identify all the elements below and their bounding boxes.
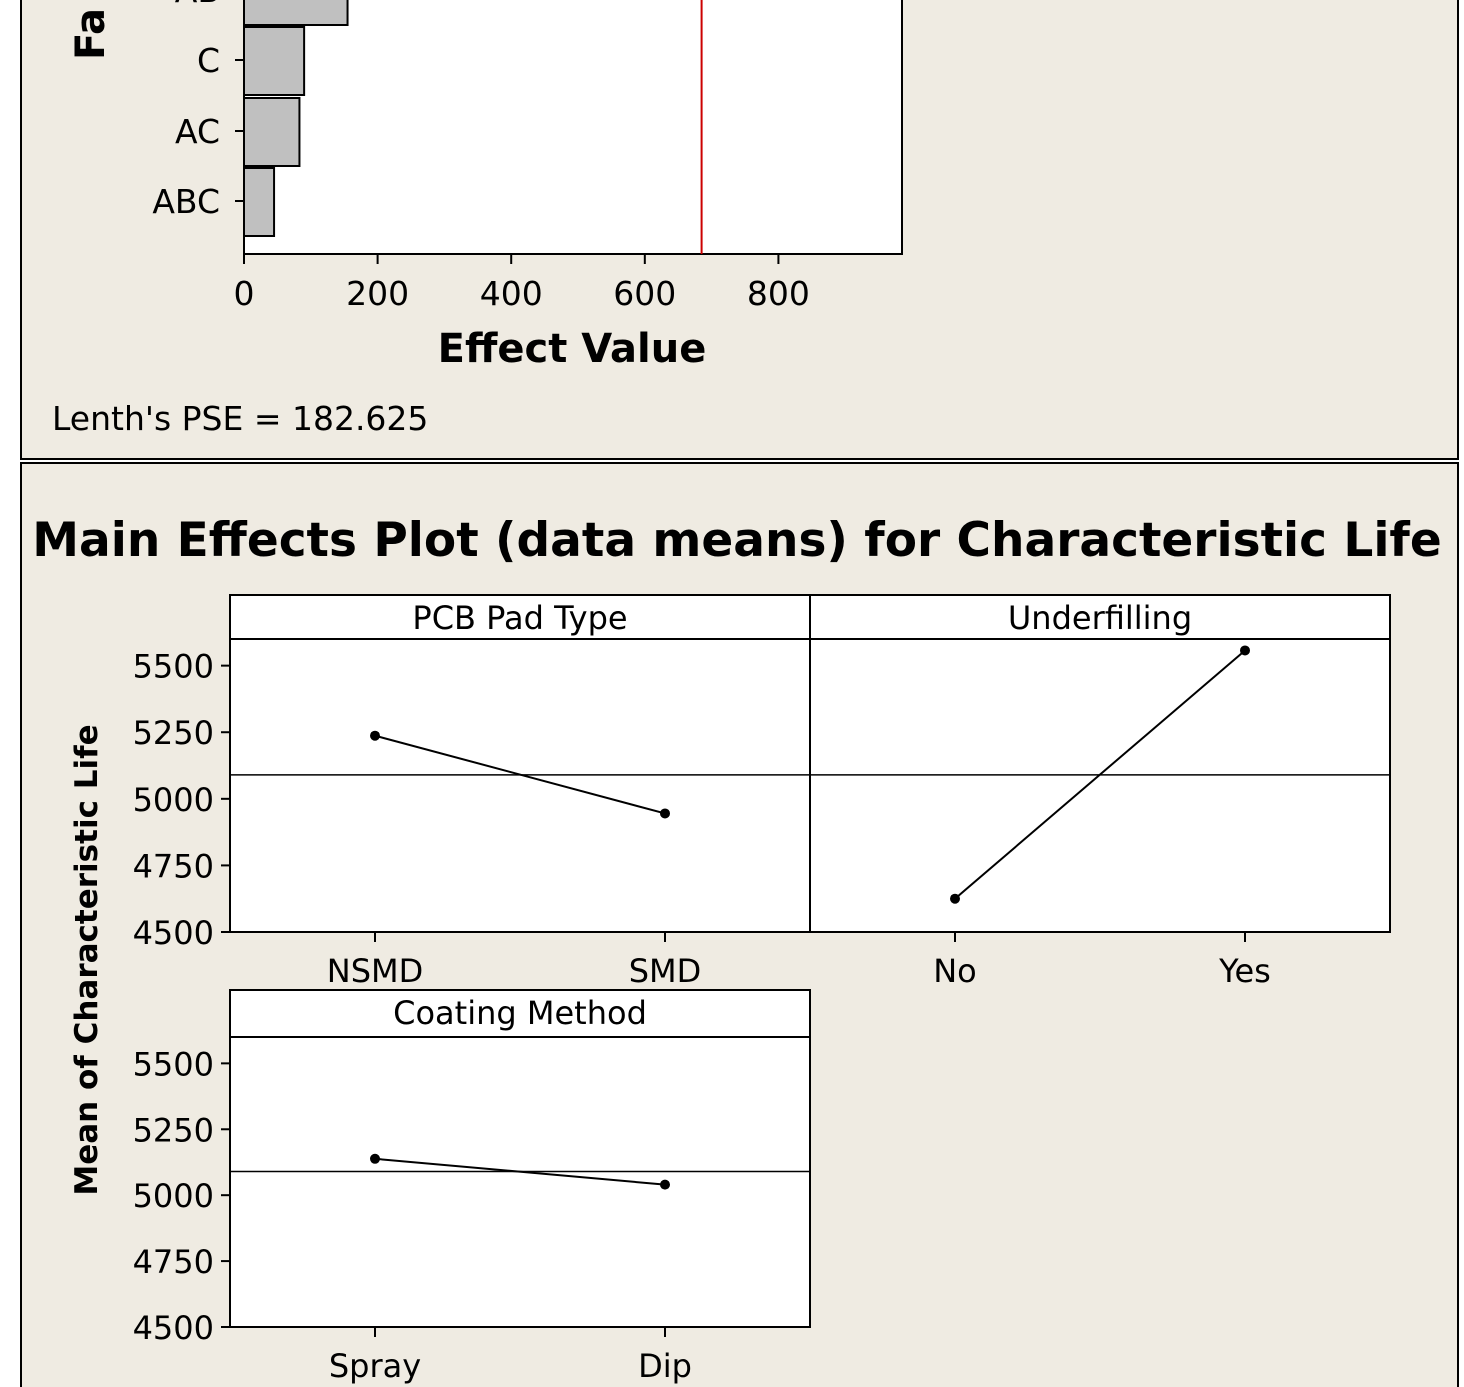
main-effects-x-tick-label: No [933,952,977,990]
main-effects-x-tick-label: Yes [1218,952,1271,990]
pareto-x-tick-label: 400 [480,274,543,313]
main-effects-y-tick-label: 4750 [133,1243,214,1281]
panel-strip [229,989,811,1038]
main-effects-x-tick-label: Dip [638,1347,692,1385]
main-effects-series-line [374,1157,666,1186]
main-effects-x-tick-label: SMD [629,952,702,990]
pareto-x-tick-label: 0 [234,274,255,313]
main-effects-point [950,893,960,904]
pareto-y-tick-label: ABC [152,182,220,221]
main-effects-series-line [374,734,666,815]
pareto-bar-abc [243,167,276,237]
pareto-y-tick-label: C [197,41,220,80]
pareto-y-axis-label: Fa [68,8,114,60]
main-effects-title: Main Effects Plot (data means) for Chara… [32,513,1442,568]
lenth-pse-annotation: Lenth's PSE = 182.625 [52,399,428,438]
main-effects-y-tick-label: 5000 [133,1177,214,1215]
pareto-bar-ac [243,97,301,167]
main-effects-chart: Main Effects Plot (data means) for Chara… [32,513,1442,1385]
main-effects-panel-2: Underfilling No Yes [809,594,1391,990]
main-effects-point [660,1179,670,1190]
main-effects-x-tick-label: NSMD [327,952,424,990]
panel-title: Coating Method [393,994,647,1032]
pareto-bar-c [243,26,306,96]
main-effects-point [370,730,380,741]
main-effects-y-tick-label: 5250 [133,714,214,752]
main-effects-y-tick-label: 4500 [133,1309,214,1347]
pareto-x-tick-label: 600 [613,274,676,313]
main-effects-point [370,1153,380,1164]
panel-title: PCB Pad Type [412,599,627,637]
panel-plot-area [229,638,811,933]
pareto-bar-ab [243,0,349,26]
main-effects-y-tick-label: 5250 [133,1111,214,1149]
pareto-plot-area [243,0,903,255]
main-effects-panel-1: PCB Pad Type 4500 4750 5000 5250 5500 NSMD SMD [133,594,811,990]
main-effects-y-tick-label: 4750 [133,847,214,885]
main-effects-y-tick-label: 4500 [133,914,214,952]
pareto-x-axis-label: Effect Value [438,326,707,372]
main-effects-panel-3: Coating Method 4500 4750 5000 5250 5500 Spray D… [133,989,811,1385]
main-effects-point [660,808,670,819]
main-effects-y-tick-label: 5500 [133,648,214,686]
pareto-y-tick-label: AB [175,0,220,10]
main-effects-y-axis-label: Mean of Characteristic Life [69,724,105,1195]
panel-strip [229,594,811,640]
main-effects-point [1240,645,1250,656]
main-effects-y-tick-label: 5500 [133,1045,214,1083]
pareto-y-tick-label: AC [175,112,220,151]
panel-title: Underfilling [1008,599,1192,637]
panel-plot-area [809,638,1391,933]
panel-plot-area [229,1036,811,1328]
main-effects-series-line [954,649,1246,900]
main-effects-y-tick-label: 5000 [133,781,214,819]
pareto-x-tick-label: 200 [346,274,409,313]
main-effects-x-tick-label: Spray [329,1347,421,1385]
pareto-x-tick-label: 800 [747,274,810,313]
